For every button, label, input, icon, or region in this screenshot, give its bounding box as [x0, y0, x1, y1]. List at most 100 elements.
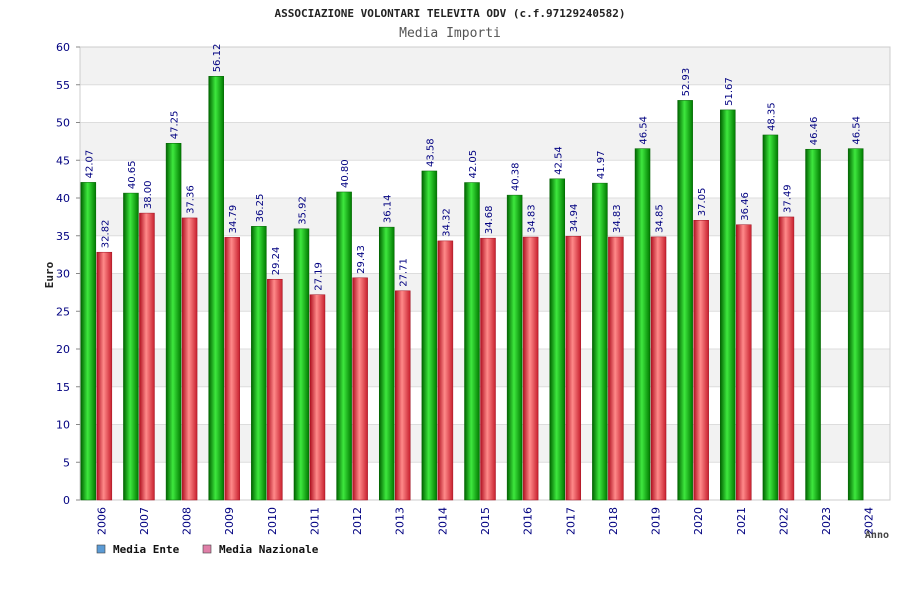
bar-media-nazionale	[522, 236, 539, 501]
bar-media-nazionale	[480, 237, 496, 501]
y-tick-label: 25	[56, 305, 70, 318]
bar-media-nazionale	[693, 220, 709, 501]
y-axis-ticks: 0 5 10 15 20 25 30 35 40 45 50 55 60	[56, 41, 80, 507]
bar-media-ente	[165, 143, 182, 501]
bar-media-ente	[506, 194, 523, 501]
data-label: 37.36	[186, 185, 197, 214]
bars-group	[80, 76, 864, 501]
data-label: 52.93	[681, 68, 692, 97]
data-label: 46.54	[852, 116, 863, 145]
bar-media-nazionale	[224, 237, 240, 501]
legend-label-media-nazionale: Media Nazionale	[219, 543, 319, 556]
x-tick-label: 2006	[95, 507, 108, 535]
data-label: 40.65	[127, 160, 138, 189]
plot-band	[80, 47, 890, 85]
x-tick-label: 2018	[607, 507, 620, 535]
x-tick-label: 2012	[351, 507, 364, 535]
data-label: 35.92	[297, 196, 308, 225]
bar-media-ente	[592, 182, 608, 501]
bar-media-nazionale	[309, 294, 326, 501]
data-label: 38.00	[143, 180, 154, 209]
x-tick-label: 2010	[266, 507, 279, 535]
bar-media-ente	[336, 191, 352, 501]
bar-media-nazionale	[736, 224, 752, 501]
x-tick-label: 2007	[138, 507, 151, 535]
bar-media-ente	[762, 134, 779, 501]
data-label: 36.46	[740, 192, 751, 221]
data-label: 29.24	[271, 247, 282, 276]
x-tick-label: 2024	[863, 507, 876, 535]
bar-media-nazionale	[394, 290, 411, 501]
bar-media-ente	[464, 182, 480, 501]
data-label: 48.35	[766, 102, 777, 131]
data-label: 46.54	[639, 116, 650, 145]
bar-media-ente	[378, 226, 395, 501]
y-axis-label: Euro	[43, 261, 56, 288]
data-label: 34.83	[612, 204, 623, 233]
data-labels-group: 42.07 32.82 40.65 38.00 47.25 37.36 56.12 34.79…	[84, 44, 862, 291]
y-tick-label: 50	[56, 117, 70, 130]
data-label: 47.25	[170, 111, 181, 140]
x-tick-label: 2019	[650, 507, 663, 535]
y-tick-label: 15	[56, 381, 70, 394]
bar-media-nazionale	[352, 277, 368, 501]
data-label: 34.32	[441, 208, 452, 237]
bar-media-nazionale	[778, 216, 795, 501]
data-label: 32.82	[100, 220, 111, 249]
data-label: 27.71	[399, 258, 410, 287]
x-tick-label: 2009	[223, 507, 236, 535]
bar-media-ente	[123, 192, 139, 501]
x-tick-label: 2011	[308, 507, 321, 535]
data-label: 42.05	[468, 150, 479, 179]
y-tick-label: 55	[56, 79, 70, 92]
x-axis-ticks: 2006 2007 2008 2009 2010 2011 2012 2013 2014 2015…	[95, 507, 875, 535]
data-label: 36.14	[383, 195, 394, 224]
x-tick-label: 2013	[394, 507, 407, 535]
bar-media-nazionale	[650, 236, 667, 501]
bar-media-nazionale	[437, 240, 454, 501]
y-tick-label: 0	[63, 494, 70, 507]
chart-title: ASSOCIAZIONE VOLONTARI TELEVITA ODV (c.f…	[275, 7, 626, 20]
data-label: 40.80	[340, 159, 351, 188]
legend-swatch-media-nazionale	[202, 544, 212, 554]
data-label: 36.25	[255, 194, 266, 223]
y-tick-label: 35	[56, 230, 70, 243]
x-tick-label: 2015	[479, 507, 492, 535]
data-label: 41.97	[596, 150, 607, 179]
chart-subtitle: Media Importi	[399, 26, 501, 41]
x-axis-label: Anno	[865, 530, 889, 541]
bar-media-ente	[677, 100, 693, 501]
bar-media-ente	[208, 76, 224, 501]
bar-media-ente	[293, 228, 310, 501]
y-tick-label: 20	[56, 343, 70, 356]
x-tick-label: 2021	[735, 507, 748, 535]
y-tick-label: 5	[63, 456, 70, 469]
x-tick-label: 2016	[522, 507, 535, 535]
data-label: 43.58	[425, 138, 436, 167]
bar-media-nazionale	[96, 251, 113, 501]
x-tick-label: 2017	[564, 507, 577, 535]
data-label: 34.83	[527, 204, 538, 233]
x-tick-label: 2020	[692, 507, 705, 535]
legend-swatch-media-ente	[96, 544, 106, 554]
data-label: 56.12	[212, 44, 223, 73]
bar-media-ente	[720, 109, 736, 501]
data-label: 27.19	[313, 262, 324, 291]
legend: Media Ente Media Nazionale	[96, 543, 319, 556]
x-tick-label: 2022	[777, 507, 790, 535]
data-label: 37.05	[697, 188, 708, 217]
data-label: 42.54	[553, 146, 564, 175]
y-tick-label: 40	[56, 192, 70, 205]
x-tick-label: 2014	[436, 507, 449, 535]
x-tick-label: 2008	[181, 507, 194, 535]
data-label: 51.67	[724, 77, 735, 106]
bar-media-ente	[421, 170, 438, 501]
y-tick-label: 60	[56, 41, 70, 54]
data-label: 34.79	[228, 205, 239, 234]
bar-media-nazionale	[608, 236, 624, 501]
data-label: 37.49	[782, 184, 793, 213]
x-tick-label: 2023	[820, 507, 833, 535]
data-label: 34.68	[484, 206, 495, 235]
bar-media-ente	[847, 148, 864, 501]
